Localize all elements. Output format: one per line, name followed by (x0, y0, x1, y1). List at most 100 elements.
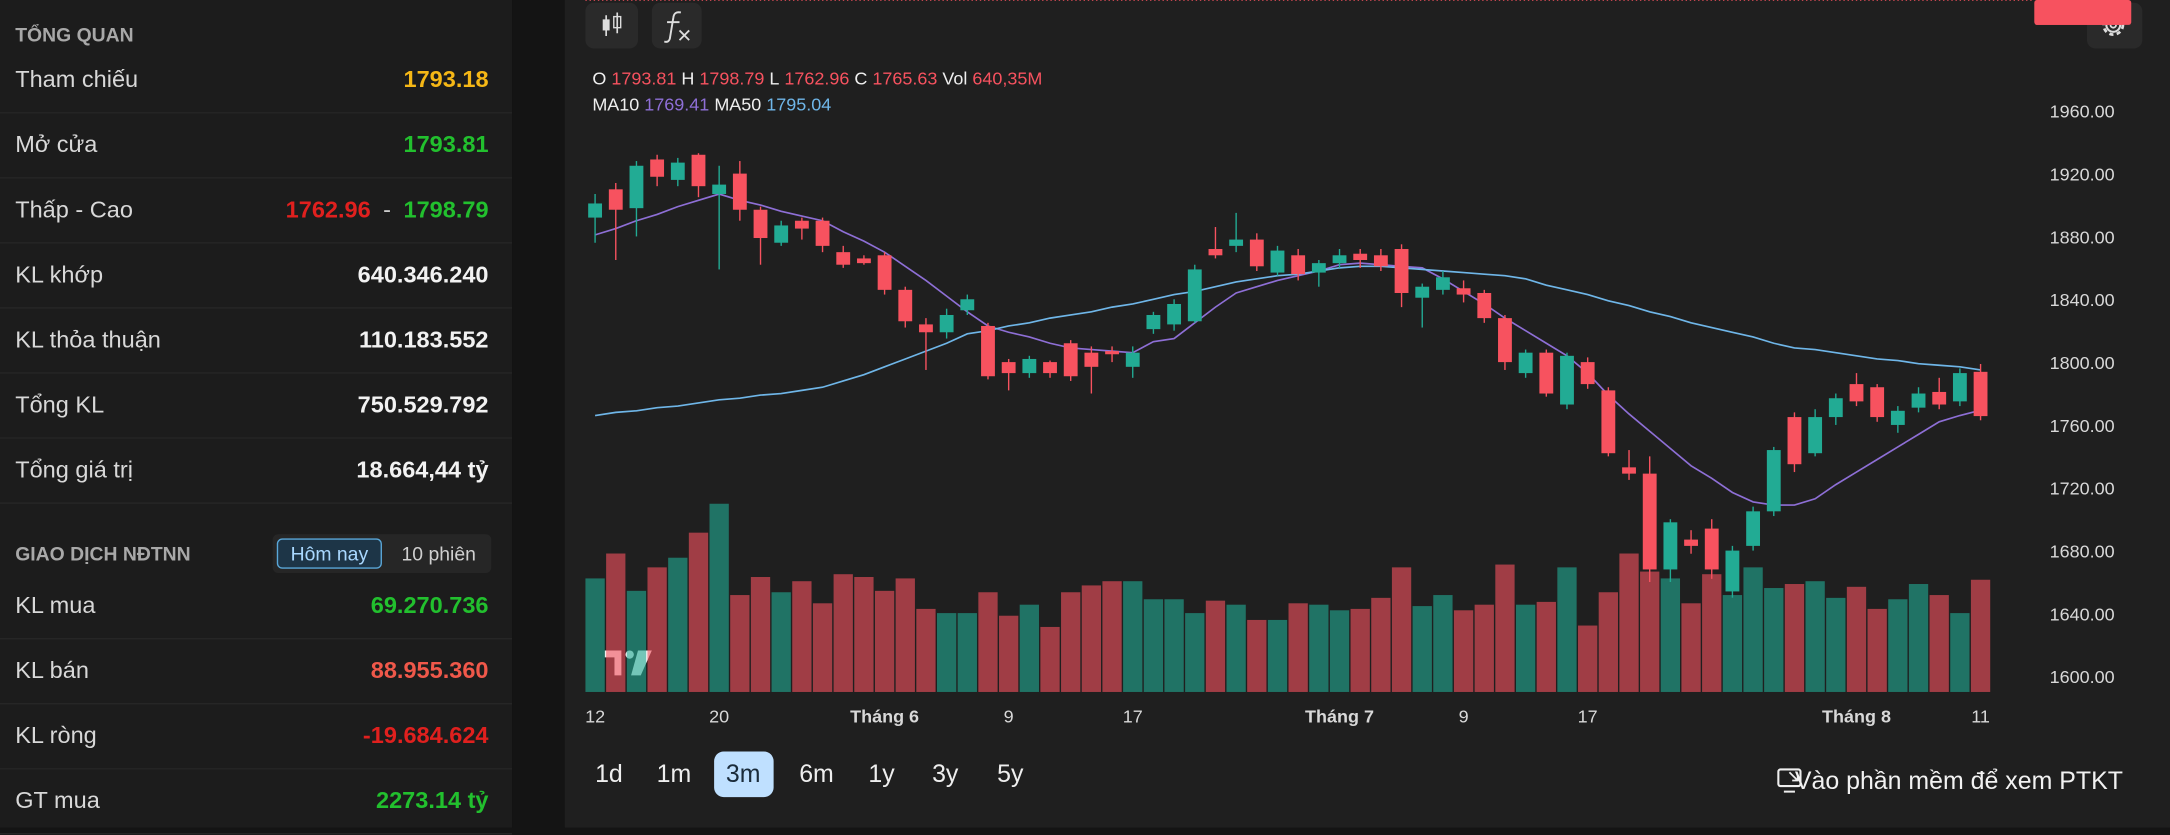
indicator-button[interactable] (651, 2, 702, 49)
candle-body (1477, 292, 1492, 319)
legend-value: 1765.63 (872, 68, 937, 88)
candle-body (1911, 393, 1926, 408)
volume-bar (1640, 571, 1660, 692)
volume-tag (2034, 0, 2132, 25)
candle-body (1952, 373, 1967, 402)
candle-body (794, 220, 809, 229)
volume-bar (1681, 603, 1701, 692)
x-tick-label: 17 (1123, 706, 1143, 726)
range-button[interactable]: 3y (932, 760, 959, 788)
x-tick-label: Tháng 7 (1305, 706, 1374, 726)
candle-body (1125, 352, 1140, 367)
candle-body (1394, 249, 1409, 293)
row-label: Thấp - Cao (15, 196, 133, 223)
candle-body (1870, 387, 1885, 418)
volume-bar (1185, 613, 1205, 692)
candle-body (960, 299, 975, 311)
row-label: KL khớp (15, 261, 104, 288)
volume-bar (1350, 608, 1370, 692)
volume-bar (1619, 553, 1639, 692)
range-button[interactable]: 5y (997, 760, 1024, 788)
candle-body (1043, 362, 1057, 374)
volume-bar (936, 613, 957, 692)
row-label: Mở cửa (15, 131, 98, 158)
candle-body (1849, 384, 1864, 402)
legend-key: MA10 (592, 95, 639, 115)
x-tick-label: 9 (1459, 706, 1469, 726)
range-button[interactable]: 1d (595, 760, 623, 788)
candle-body (1167, 303, 1182, 325)
y-tick-label: 1760.00 (2050, 416, 2115, 436)
software-link[interactable]: Vào phần mềm để xem PTKT (1777, 767, 2123, 795)
volume-bar (1226, 604, 1246, 692)
volume-bar (1846, 586, 1867, 692)
info-row: KL bán 88.955.360 (0, 639, 513, 705)
volume-bar (585, 578, 605, 692)
link-text[interactable]: Vào phần mềm để xem PTKT (1795, 767, 2123, 795)
volume-bar (1040, 626, 1060, 692)
row-label: KL thỏa thuận (15, 326, 161, 353)
candle-body (836, 252, 851, 265)
candle-body (919, 324, 933, 333)
tab[interactable]: Hôm nay (276, 538, 382, 569)
volume-bar (1391, 567, 1412, 692)
info-row: Thấp - Cao 1762.96-1798.79 (0, 179, 513, 244)
volume-bar (1867, 608, 1887, 692)
y-tick-label: 1840.00 (2050, 290, 2115, 310)
legend-key: C (854, 68, 867, 88)
info-row: Tổng KL 750.529.792 (0, 374, 513, 439)
y-tick-label: 1960.00 (2050, 102, 2115, 122)
candle-body (1601, 390, 1616, 454)
volume-bar (1102, 581, 1122, 692)
volume-bar (1764, 588, 1784, 692)
info-row: GT mua 2273.14 tỷ (0, 769, 513, 835)
candle-body (588, 203, 603, 218)
candle-body (898, 289, 913, 322)
candle-body (1622, 467, 1636, 474)
range-button-bg (714, 751, 774, 798)
ohlc-legend: O 1793.81 H 1798.79 L 1762.96 C 1765.63 … (592, 68, 1042, 88)
range-button[interactable]: 3m (726, 760, 761, 788)
info-row: KL ròng -19.684.624 (0, 704, 513, 770)
volume-bar (1722, 595, 1743, 692)
range-button[interactable]: 1m (657, 760, 692, 788)
volume-bar (1019, 604, 1039, 692)
candle-body (939, 314, 954, 333)
tabs: Hôm nay 10 phiên (272, 534, 492, 573)
y-tick-label: 1600.00 (2050, 667, 2115, 687)
row-label: Tham chiếu (15, 66, 139, 93)
gutter (512, 0, 565, 828)
candle-body (1229, 239, 1244, 246)
volume-bar (1143, 599, 1164, 692)
volume-bar (1309, 604, 1329, 692)
row-value: 640.346.240 (357, 261, 489, 288)
volume-bar (1888, 599, 1908, 692)
candle-body (1105, 351, 1119, 355)
volume-bar (999, 615, 1019, 692)
volume-bar (1433, 595, 1453, 692)
candle-body (1456, 288, 1471, 295)
volume-bar (1453, 610, 1474, 692)
chart-panel: O 1793.81 H 1798.79 L 1762.96 C 1765.63 … (564, 0, 2170, 828)
candle-type-button[interactable] (585, 2, 638, 49)
candle-body (670, 162, 685, 180)
volume-bar (1929, 595, 1949, 692)
candle-body (1787, 417, 1802, 465)
volume-bar (1474, 604, 1494, 692)
row-value: 1762.96-1798.79 (286, 197, 489, 225)
volume-bar (1598, 592, 1618, 692)
candle-body (1642, 473, 1657, 570)
volume-bar (1495, 564, 1515, 692)
range-button[interactable]: 6m (799, 760, 834, 788)
info-row: KL thỏa thuận 110.183.552 (0, 309, 513, 374)
tab[interactable]: 10 phiên (401, 542, 476, 565)
candle-body (1890, 410, 1905, 425)
info-row: KL khớp 640.346.240 (0, 244, 513, 309)
range-button[interactable]: 1y (868, 760, 895, 788)
volume-bar (1412, 606, 1432, 692)
volume-bar (626, 590, 647, 692)
legend-key: O (592, 68, 606, 88)
candle-body (608, 189, 623, 210)
volume-bar (668, 557, 688, 692)
